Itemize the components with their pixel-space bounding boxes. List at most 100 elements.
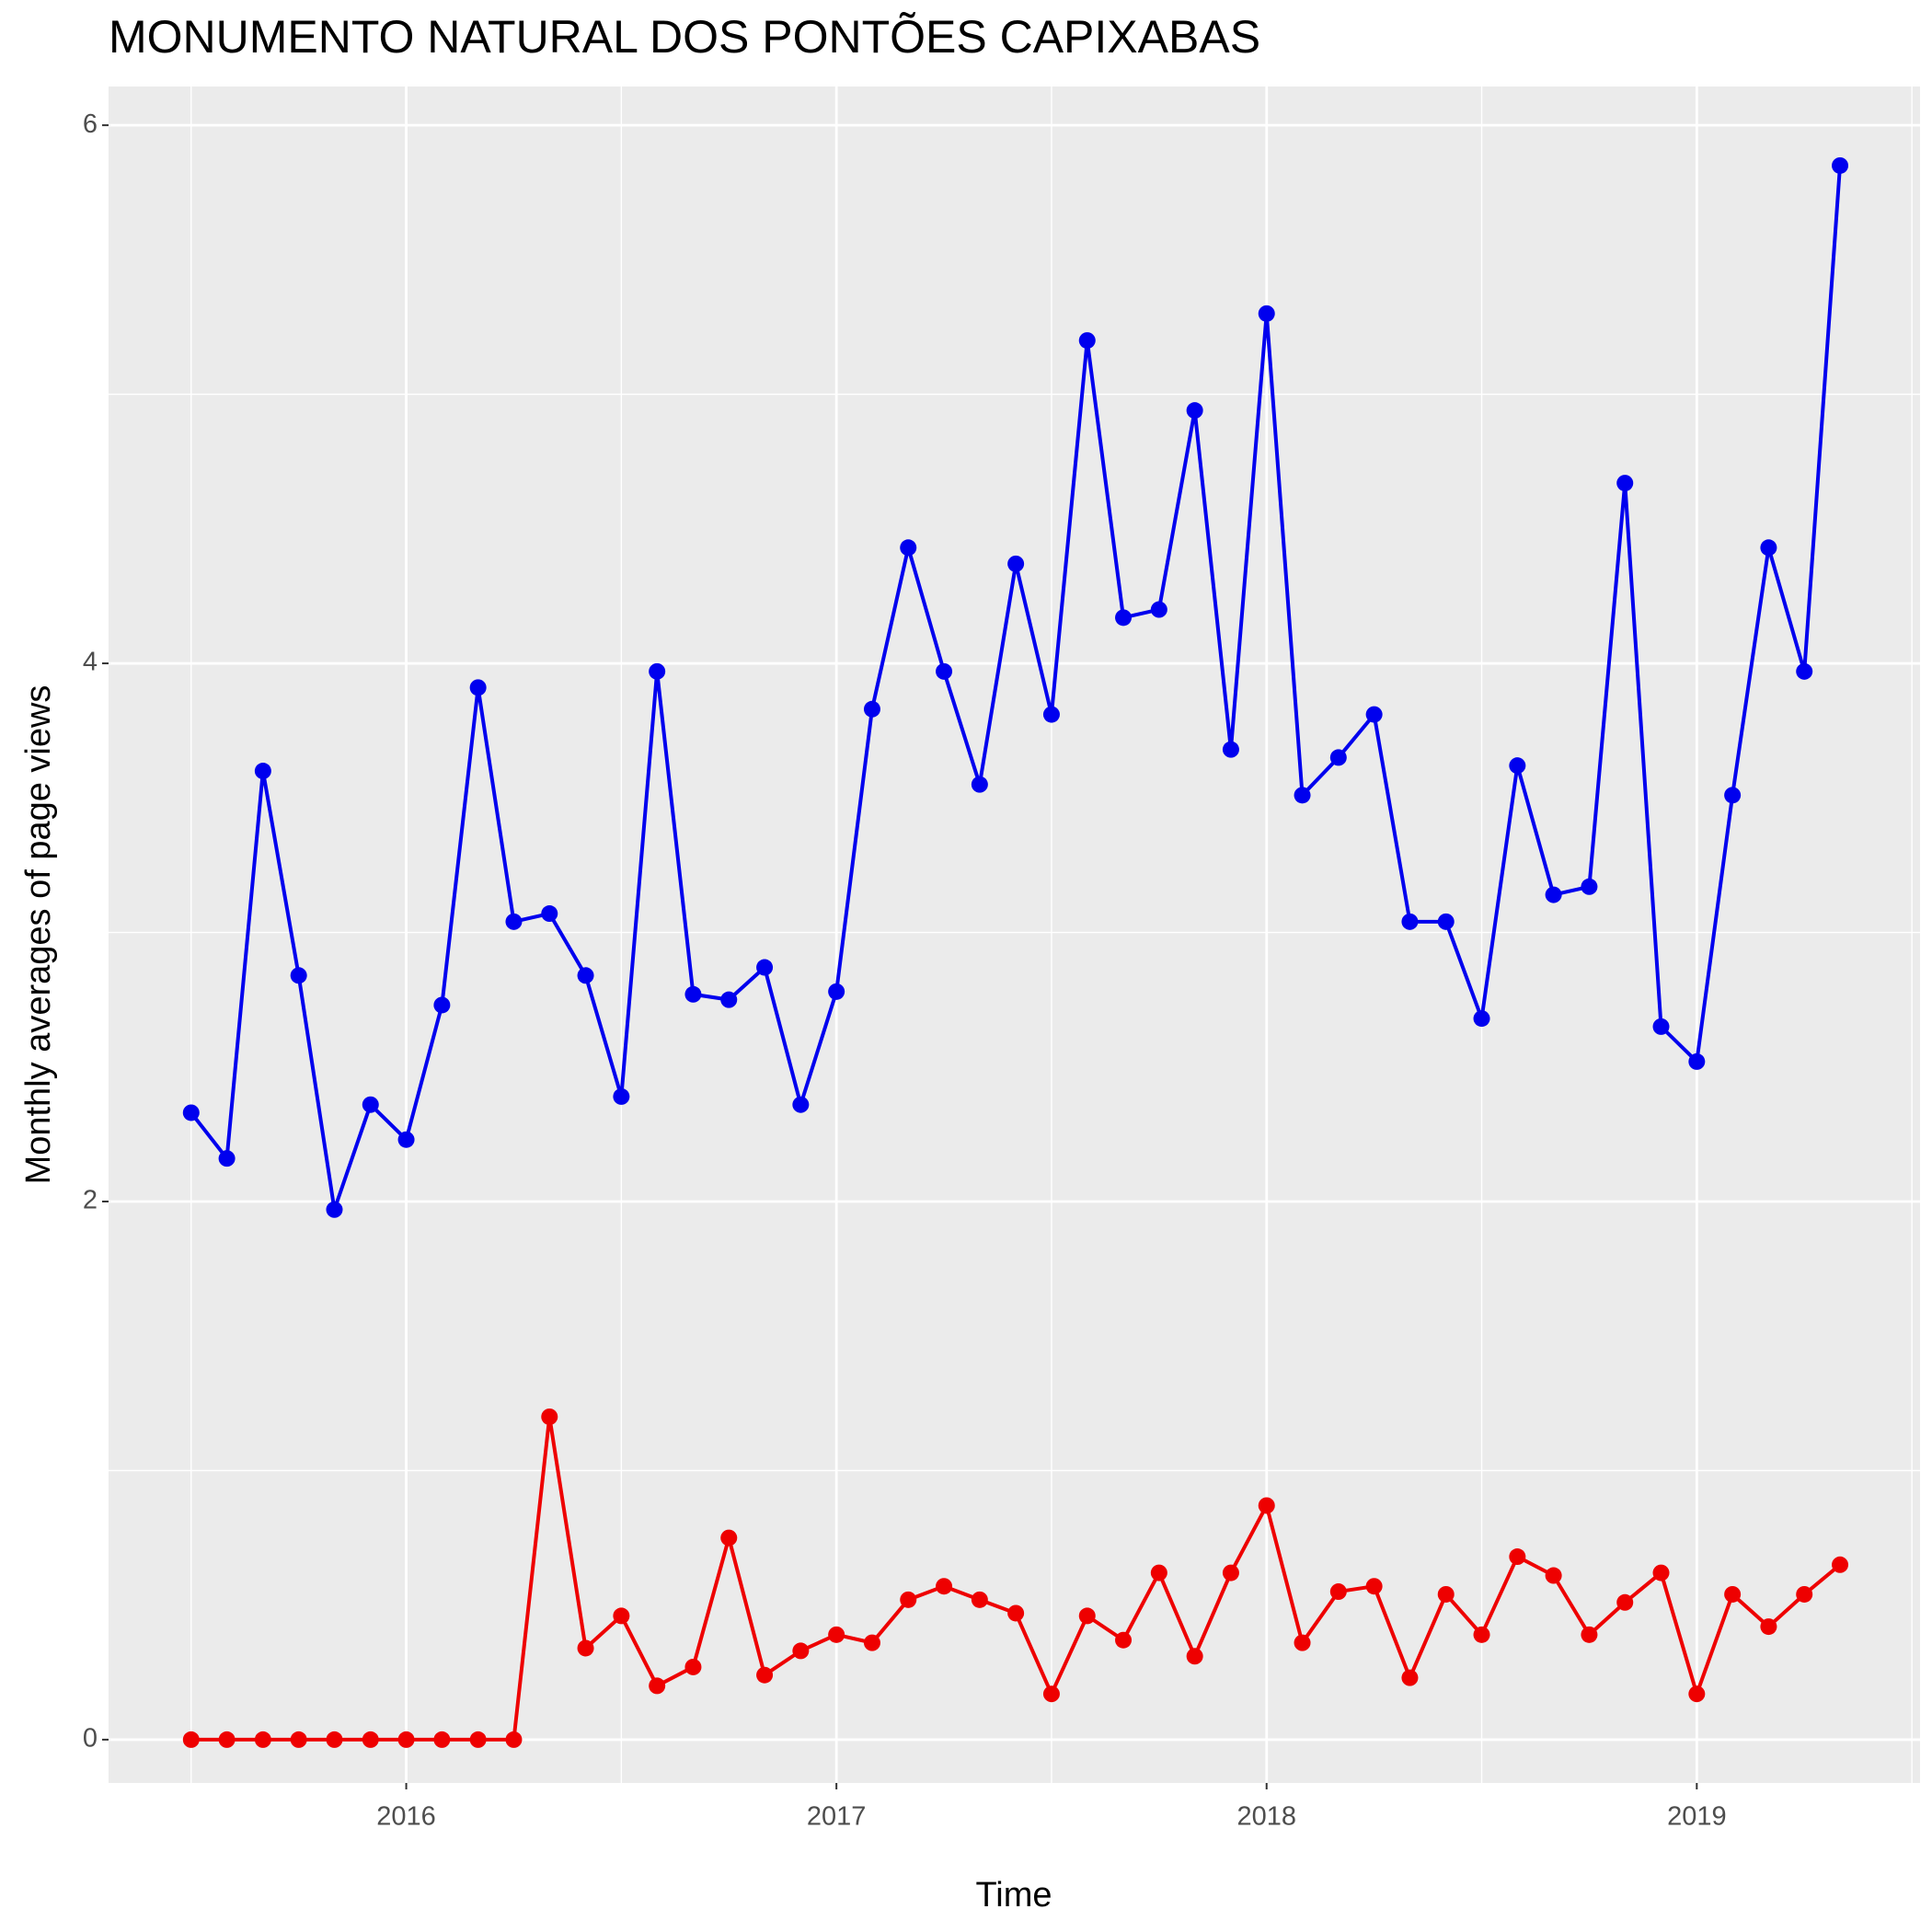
data-point — [1329, 749, 1347, 766]
data-point — [1042, 1685, 1060, 1703]
data-point — [1258, 1497, 1275, 1514]
data-point — [182, 1731, 200, 1748]
data-point — [1688, 1052, 1706, 1070]
data-point — [254, 763, 271, 780]
data-point — [290, 967, 307, 984]
x-tick-label: 2017 — [807, 1802, 867, 1832]
data-point — [1473, 1010, 1490, 1028]
data-point — [1760, 1618, 1777, 1636]
data-point — [613, 1607, 630, 1625]
data-point — [720, 1529, 738, 1547]
data-point — [362, 1096, 379, 1113]
data-point — [1007, 555, 1025, 572]
data-point — [1616, 475, 1634, 492]
data-point — [649, 662, 666, 680]
data-point — [1007, 1604, 1025, 1622]
data-point — [362, 1731, 379, 1748]
data-point — [1186, 402, 1203, 420]
data-point — [1365, 706, 1383, 723]
data-point — [863, 700, 880, 718]
data-point — [756, 1666, 774, 1684]
data-point — [1832, 1556, 1849, 1573]
data-point — [290, 1731, 307, 1748]
data-point — [863, 1634, 880, 1651]
data-point — [1688, 1685, 1706, 1703]
data-point — [1437, 913, 1455, 930]
data-point — [1115, 609, 1133, 627]
data-point — [1222, 1564, 1239, 1581]
data-point — [1365, 1578, 1383, 1595]
data-point — [828, 983, 845, 1000]
data-point — [1329, 1583, 1347, 1601]
data-point — [1042, 706, 1060, 723]
data-point — [936, 1578, 953, 1595]
data-point — [828, 1626, 845, 1643]
data-point — [397, 1131, 415, 1148]
data-point — [577, 1639, 594, 1657]
y-tick-label: 0 — [83, 1724, 98, 1754]
data-point — [326, 1731, 343, 1748]
data-point — [1115, 1631, 1133, 1649]
data-point — [971, 776, 988, 793]
data-point — [541, 905, 558, 923]
data-point — [1186, 1648, 1203, 1665]
data-point — [1078, 332, 1096, 350]
data-point — [1401, 913, 1419, 930]
data-point — [1509, 757, 1526, 775]
data-point — [613, 1087, 630, 1105]
data-point — [1616, 1593, 1634, 1611]
y-tick-label: 4 — [83, 648, 98, 677]
data-point — [936, 662, 953, 680]
data-point — [397, 1731, 415, 1748]
data-point — [1652, 1564, 1670, 1581]
data-point — [541, 1408, 558, 1425]
data-point — [1509, 1548, 1526, 1566]
data-point — [971, 1591, 988, 1608]
data-point — [182, 1104, 200, 1121]
data-point — [433, 1731, 451, 1748]
data-point — [469, 1731, 487, 1748]
data-point — [900, 1591, 917, 1608]
data-point — [1473, 1626, 1490, 1643]
y-tick-label: 2 — [83, 1186, 98, 1215]
data-point — [1724, 1585, 1742, 1603]
data-point — [1581, 878, 1598, 895]
data-point — [469, 679, 487, 696]
data-point — [218, 1731, 236, 1748]
data-point — [1724, 787, 1742, 804]
data-point — [1401, 1669, 1419, 1686]
data-point — [326, 1201, 343, 1218]
data-point — [254, 1731, 271, 1748]
data-point — [684, 1658, 702, 1675]
data-point — [1294, 1634, 1311, 1651]
data-point — [1545, 1567, 1562, 1584]
data-point — [792, 1642, 810, 1660]
data-point — [505, 913, 523, 930]
plot-panel — [109, 86, 1920, 1783]
data-point — [900, 539, 917, 557]
data-point — [792, 1096, 810, 1113]
chart-title: MONUMENTO NATURAL DOS PONTÕES CAPIXABAS — [109, 11, 1260, 63]
data-point — [1437, 1585, 1455, 1603]
data-point — [1796, 662, 1813, 680]
data-point — [1832, 156, 1849, 174]
y-axis-title: Monthly averages of page views — [19, 685, 58, 1185]
data-point — [1760, 539, 1777, 557]
data-point — [1150, 1564, 1167, 1581]
data-point — [1545, 886, 1562, 903]
data-point — [577, 967, 594, 984]
data-point — [1581, 1626, 1598, 1643]
data-point — [684, 985, 702, 1003]
x-axis-title: Time — [975, 1876, 1052, 1915]
x-tick-label: 2019 — [1667, 1802, 1727, 1832]
marks — [182, 156, 1849, 1748]
data-point — [649, 1677, 666, 1695]
data-point — [1078, 1607, 1096, 1625]
x-tick-label: 2016 — [376, 1802, 436, 1832]
data-point — [1294, 787, 1311, 804]
data-point — [505, 1731, 523, 1748]
y-tick-label: 6 — [83, 109, 98, 139]
data-point — [1150, 601, 1167, 618]
data-point — [1222, 741, 1239, 758]
